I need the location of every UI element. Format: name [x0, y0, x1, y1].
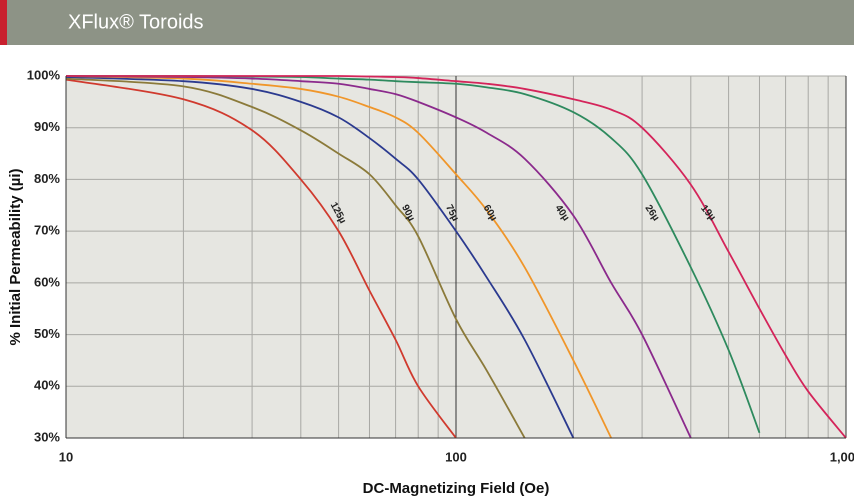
series-line: [65, 75, 847, 439]
grid: [65, 75, 847, 439]
y-tick-label: 30%: [34, 429, 60, 444]
y-tick-label: 50%: [34, 326, 60, 341]
header-title: XFlux® Toroids: [68, 11, 204, 33]
x-tick-label: 1,000: [830, 449, 854, 464]
series-line: [65, 77, 526, 439]
y-tick-label: 90%: [34, 119, 60, 134]
y-tick-label: 40%: [34, 378, 60, 393]
series-line: [65, 76, 575, 439]
y-tick-label: 100%: [27, 67, 61, 82]
y-tick-label: 80%: [34, 171, 60, 186]
y-tick-label: 60%: [34, 274, 60, 289]
series-line: [65, 75, 613, 439]
x-tick-label: 100: [445, 449, 467, 464]
header-accent: [0, 0, 7, 45]
series-line: [65, 78, 457, 439]
y-tick-label: 70%: [34, 223, 60, 238]
x-tick-label: 10: [59, 449, 73, 464]
series-line: [65, 75, 692, 439]
y-axis-label: % Initial Permeability (µi): [7, 168, 24, 345]
header-bar: [0, 0, 854, 45]
x-axis-label: DC-Magnetizing Field (Oe): [363, 480, 550, 497]
curves: [65, 75, 847, 439]
